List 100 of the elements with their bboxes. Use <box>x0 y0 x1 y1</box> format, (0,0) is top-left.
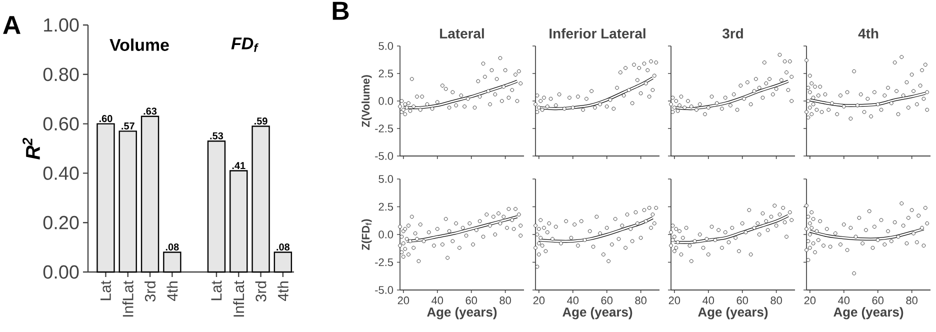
point <box>642 62 646 66</box>
point <box>814 229 819 234</box>
point <box>804 204 808 208</box>
point <box>630 239 634 244</box>
point <box>538 99 543 103</box>
point <box>612 106 616 111</box>
point <box>536 226 541 231</box>
point <box>652 74 656 78</box>
point <box>828 244 832 249</box>
point <box>701 246 706 250</box>
point <box>545 104 550 108</box>
x-tick-label: 60 <box>601 296 612 304</box>
point <box>784 70 788 74</box>
point <box>669 244 673 248</box>
point <box>713 238 718 242</box>
point <box>912 89 916 94</box>
y-axis-title: R$^{2}$ <box>22 138 40 160</box>
point <box>554 103 558 108</box>
point <box>582 238 587 242</box>
point <box>548 96 553 101</box>
point <box>518 81 523 86</box>
point <box>430 106 434 111</box>
point <box>647 206 652 210</box>
point <box>450 90 455 94</box>
point <box>757 232 762 236</box>
point <box>811 217 816 221</box>
point <box>886 86 890 90</box>
point <box>415 94 419 99</box>
point <box>686 99 690 103</box>
chart-title: 4th <box>858 28 878 38</box>
point <box>403 102 408 106</box>
point <box>845 248 850 252</box>
point <box>536 106 541 110</box>
x-axis-title: Age (years) <box>698 307 768 320</box>
point <box>576 244 580 248</box>
point <box>482 74 487 79</box>
y-tick-label: 1.00 <box>44 18 79 32</box>
point <box>886 229 890 234</box>
point <box>534 246 538 250</box>
point <box>833 231 838 236</box>
x-tick-label: 40 <box>432 296 444 304</box>
bar <box>140 116 160 273</box>
point <box>557 92 562 96</box>
point <box>613 217 618 221</box>
point <box>472 106 477 110</box>
point <box>735 108 740 112</box>
point <box>824 226 829 231</box>
point <box>860 241 865 246</box>
point <box>604 104 609 108</box>
point <box>516 69 521 74</box>
point <box>502 214 506 219</box>
point <box>876 102 880 106</box>
point <box>554 224 558 229</box>
point <box>632 62 636 67</box>
point <box>679 94 684 99</box>
point <box>698 232 702 236</box>
y-tick-label: 0.0 <box>378 230 394 238</box>
point <box>752 89 756 94</box>
x-tick-label: 20 <box>668 296 680 304</box>
annotation: Volume <box>110 38 169 51</box>
point <box>564 219 568 224</box>
point <box>804 110 808 114</box>
point <box>406 224 410 228</box>
point <box>788 210 792 214</box>
point <box>493 232 498 236</box>
point <box>535 232 540 236</box>
point <box>720 106 724 111</box>
point <box>468 221 472 226</box>
point <box>590 89 594 94</box>
point <box>432 244 436 248</box>
point <box>822 244 826 248</box>
point <box>778 212 782 216</box>
x-tick-label: 40 <box>702 296 714 304</box>
text: A <box>3 16 20 34</box>
point <box>766 228 770 232</box>
point <box>706 106 710 110</box>
point <box>544 249 548 254</box>
point <box>476 79 480 84</box>
point <box>649 59 653 64</box>
point <box>568 96 572 100</box>
point <box>535 110 540 114</box>
point <box>488 102 492 106</box>
point <box>447 229 452 234</box>
point <box>706 252 710 256</box>
point <box>770 92 775 96</box>
point <box>688 244 692 248</box>
data-label: .59 <box>254 118 268 125</box>
point <box>435 226 440 231</box>
y-tick-label: 5.0 <box>378 42 394 50</box>
point <box>534 102 538 106</box>
y-tick-label: -2.5 <box>375 124 394 132</box>
point <box>906 216 910 220</box>
x-tick-label: 80 <box>635 296 646 304</box>
point <box>734 236 738 240</box>
y-tick-label: 2.5 <box>378 70 394 78</box>
x-tick-label: 60 <box>872 296 884 304</box>
y-tick-label: 0.20 <box>43 216 79 230</box>
point <box>689 104 694 108</box>
point <box>676 240 680 244</box>
point <box>672 249 676 254</box>
